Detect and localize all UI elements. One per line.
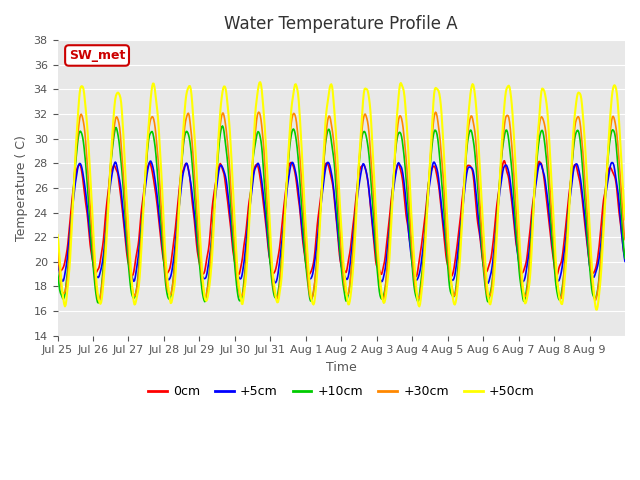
Legend: 0cm, +5cm, +10cm, +30cm, +50cm: 0cm, +5cm, +10cm, +30cm, +50cm (143, 380, 540, 403)
X-axis label: Time: Time (326, 361, 356, 374)
Title: Water Temperature Profile A: Water Temperature Profile A (225, 15, 458, 33)
Text: SW_met: SW_met (69, 49, 125, 62)
Y-axis label: Temperature ( C): Temperature ( C) (15, 135, 28, 241)
